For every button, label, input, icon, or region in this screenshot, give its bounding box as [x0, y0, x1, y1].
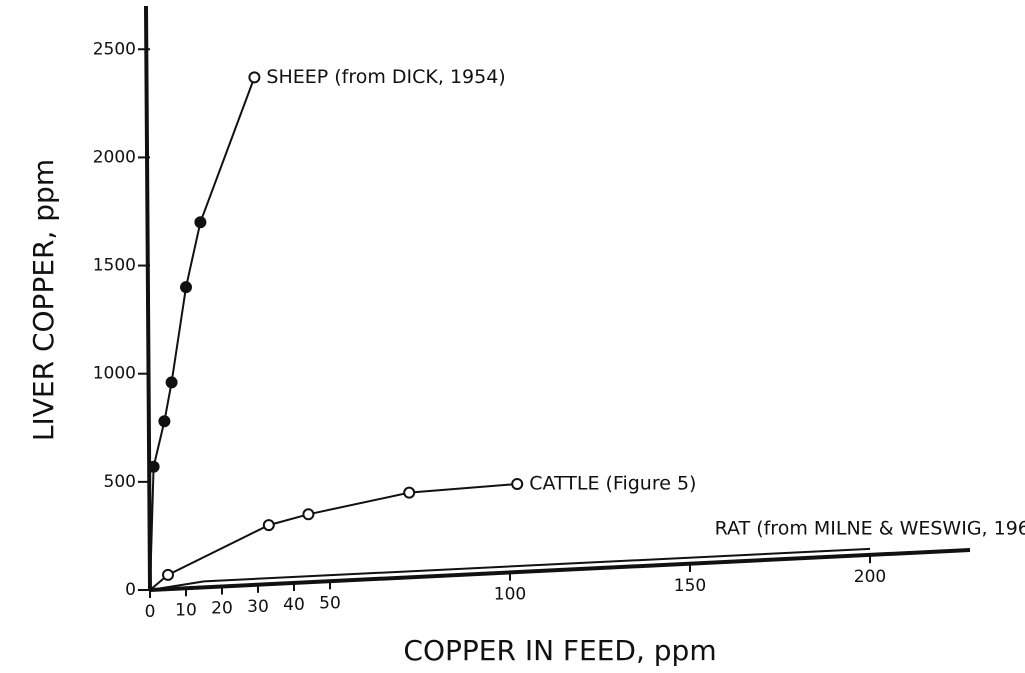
- point: [165, 376, 178, 389]
- x-tick-label: 150: [674, 576, 706, 596]
- point: [147, 460, 160, 473]
- series-line: [149, 77, 256, 591]
- series-label: SHEEP (from DICK, 1954): [266, 66, 505, 88]
- point: [180, 281, 192, 294]
- y-axis-title: LIVER COPPER, ppm: [27, 159, 60, 441]
- y-tick-label: 2000: [93, 147, 136, 167]
- x-tick-label: 40: [283, 595, 305, 615]
- x-tick-label: 20: [211, 599, 233, 619]
- x-tick-label: 50: [319, 593, 341, 613]
- x-tick-label: 0: [145, 602, 156, 622]
- series-line: [149, 547, 871, 591]
- point: [262, 519, 275, 532]
- series-label: CATTLE (Figure 5): [529, 473, 696, 495]
- point: [194, 216, 207, 229]
- x-axis: [149, 548, 971, 592]
- x-tick-label: 100: [494, 585, 526, 605]
- point: [511, 478, 524, 491]
- series-label: RAT (from MILNE & WESWIG, 1968): [715, 517, 1025, 539]
- y-tick-label: 2500: [93, 39, 136, 59]
- y-tick-label: 500: [104, 472, 136, 492]
- point: [162, 568, 174, 581]
- y-tick-label: 0: [125, 580, 136, 600]
- x-axis-title: COPPER IN FEED, ppm: [403, 634, 716, 667]
- point: [248, 71, 261, 84]
- y-axis: [144, 5, 152, 591]
- y-tick-label: 1000: [93, 364, 136, 384]
- y-tick-label: 1500: [93, 256, 136, 276]
- point: [158, 415, 171, 428]
- x-tick-label: 10: [175, 600, 197, 620]
- x-tick-label: 30: [247, 597, 269, 617]
- point: [302, 508, 315, 521]
- point: [403, 486, 416, 499]
- x-tick-label: 200: [854, 567, 886, 587]
